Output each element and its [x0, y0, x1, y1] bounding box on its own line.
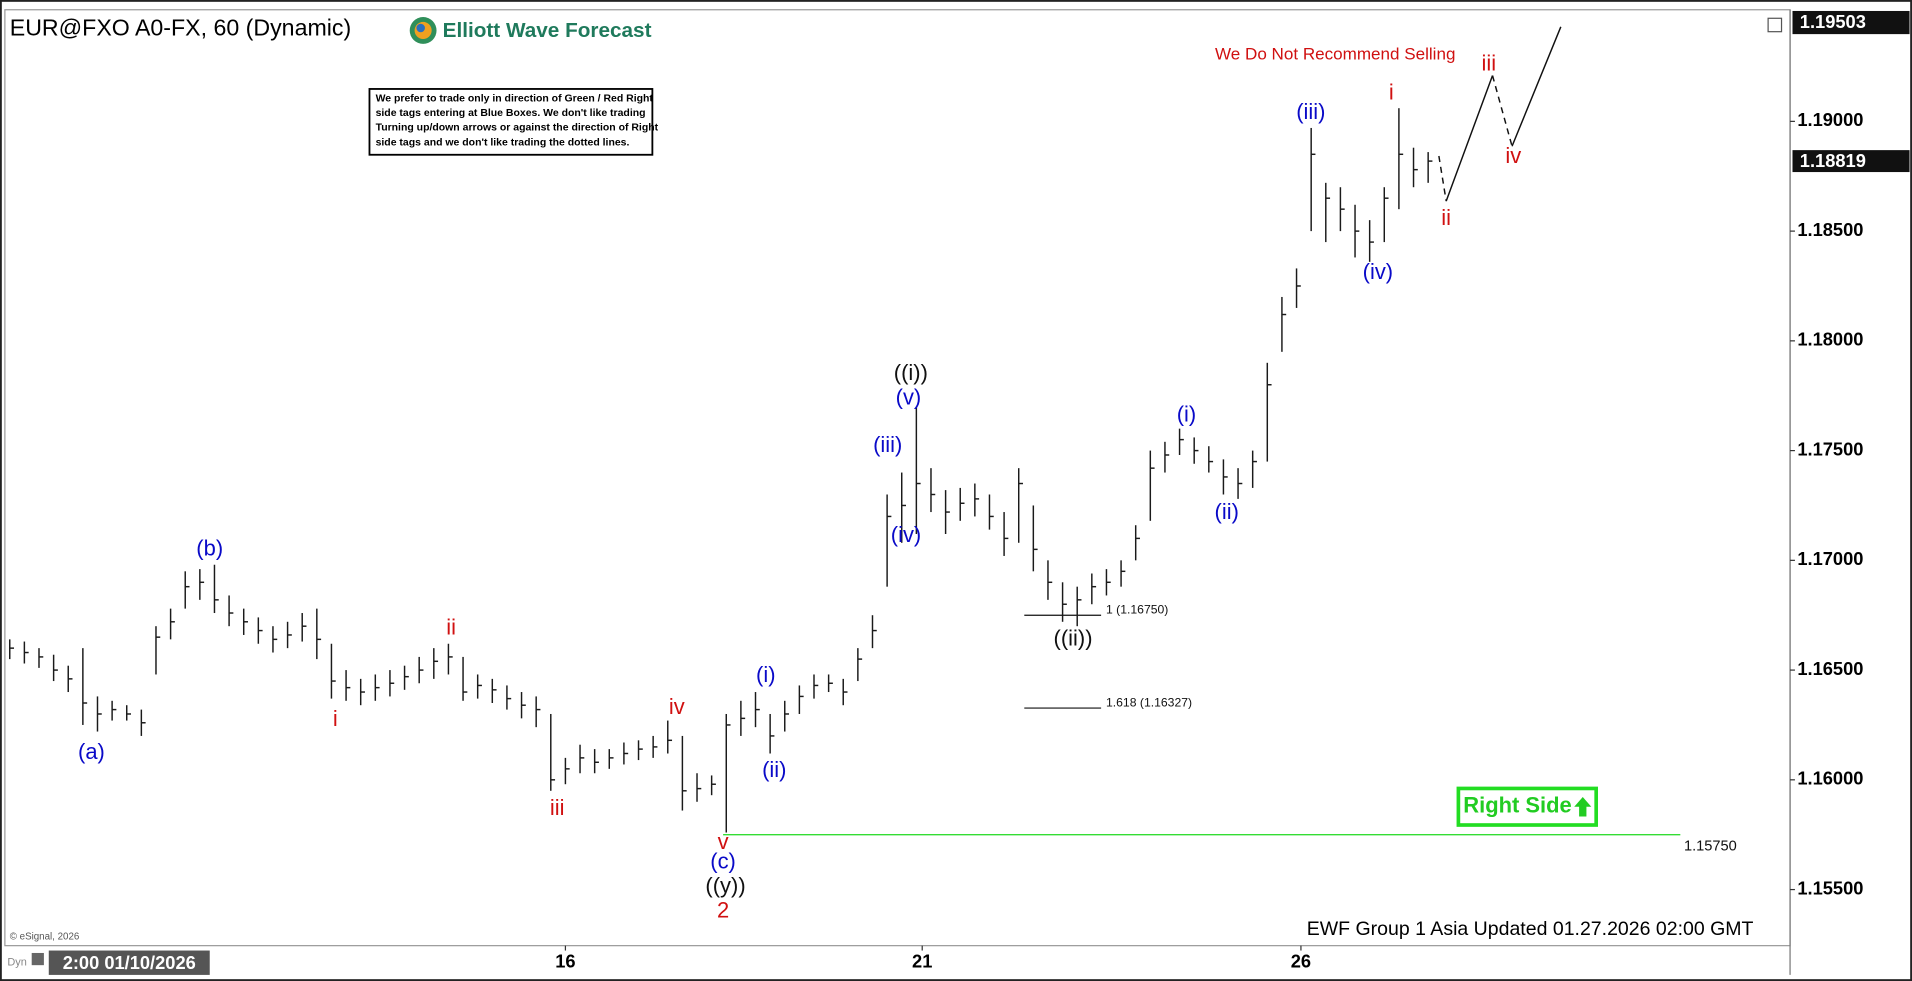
wave-label: (iii) — [1296, 99, 1325, 124]
wave-label: (b) — [196, 535, 223, 560]
wave-label: iii — [1482, 50, 1497, 75]
wave-label: 2 — [717, 897, 729, 922]
x-tick-label: 16 — [555, 951, 575, 972]
wave-label: (ii) — [762, 757, 786, 782]
wave-label: (v) — [896, 384, 922, 409]
warning: We Do Not Recommend Selling — [1215, 44, 1455, 63]
top-price-label: 1.19503 — [1800, 11, 1866, 32]
last-price-label: 1.18819 — [1800, 150, 1866, 171]
copyright: © eSignal, 2026 — [10, 932, 80, 943]
y-tick-label: 1.16500 — [1797, 658, 1863, 679]
wave-label: (a) — [78, 739, 105, 764]
wave-label: iii — [550, 795, 565, 820]
disclaimer-box — [368, 88, 654, 156]
logo-dot — [416, 23, 425, 33]
fib-label: 1.618 (1.16327) — [1106, 695, 1192, 709]
wave-label: (ii) — [1215, 499, 1239, 524]
wave-label: iv — [669, 694, 685, 719]
x-tick-label: 21 — [912, 951, 932, 972]
cursor-time-box — [48, 950, 210, 975]
right-side-label: Right Side — [1463, 793, 1572, 818]
y-tick-label: 1.18500 — [1797, 219, 1863, 240]
wave-label: i — [1389, 80, 1394, 105]
wave-label: (i) — [1177, 401, 1197, 426]
wave-label: ((i)) — [894, 360, 928, 385]
wave-label: (i) — [756, 662, 776, 687]
up-arrow — [1574, 796, 1592, 817]
chart-title: EUR@FXO A0-FX, 60 (Dynamic) — [10, 14, 351, 40]
disclaimer-line: We prefer to trade only in direction of … — [376, 93, 654, 104]
last-price-box — [1792, 150, 1910, 173]
wave-label: ((ii)) — [1054, 626, 1093, 651]
projection-solid — [1445, 26, 1562, 202]
y-tick-label: 1.17500 — [1797, 438, 1863, 459]
wave-label: (iv) — [891, 522, 921, 547]
y-tick-label: 1.16000 — [1797, 768, 1863, 789]
brand-logo: Elliott Wave Forecast — [409, 17, 652, 44]
wave-label: ((y)) — [705, 873, 745, 898]
wave-label: i — [333, 706, 338, 731]
y-tick-label: 1.19000 — [1797, 109, 1863, 130]
x-tick-label: 26 — [1291, 951, 1311, 972]
disclaimer-line: side tags and we don't like trading the … — [376, 137, 630, 148]
y-tick-label: 1.18000 — [1797, 329, 1863, 350]
y-tick-label: 1.15500 — [1797, 877, 1863, 898]
right-side-box — [1456, 786, 1599, 827]
cursor-time: 2:00 01/10/2026 — [63, 952, 196, 973]
wave-label: iv — [1505, 143, 1521, 168]
y-tick-label: 1.17000 — [1797, 548, 1863, 569]
footer: EWF Group 1 Asia Updated 01.27.2026 02:0… — [1307, 918, 1754, 940]
wave-label: ii — [1441, 205, 1451, 230]
fib-label: 1 (1.16750) — [1106, 603, 1168, 617]
window-button[interactable] — [1767, 17, 1783, 33]
wave-label: (c) — [710, 849, 736, 874]
mode: Dyn — [7, 957, 27, 969]
mode-icon — [31, 952, 44, 966]
brand-name: Elliott Wave Forecast — [443, 19, 652, 42]
disclaimer-line: side tags entering at Blue Boxes. We don… — [376, 108, 646, 119]
disclaimer-line: Turning up/down arrows or against the di… — [376, 123, 659, 134]
wave-label: v — [718, 829, 729, 854]
projection-dashed — [1438, 75, 1513, 202]
disclaimer: We prefer to trade only in direction of … — [376, 93, 659, 148]
support-label: 1.15750 — [1684, 839, 1737, 855]
top-price-box — [1792, 10, 1910, 35]
wave-label: (iv) — [1363, 259, 1393, 284]
wave-label: (iii) — [873, 432, 902, 457]
wave-label: ii — [446, 615, 456, 640]
